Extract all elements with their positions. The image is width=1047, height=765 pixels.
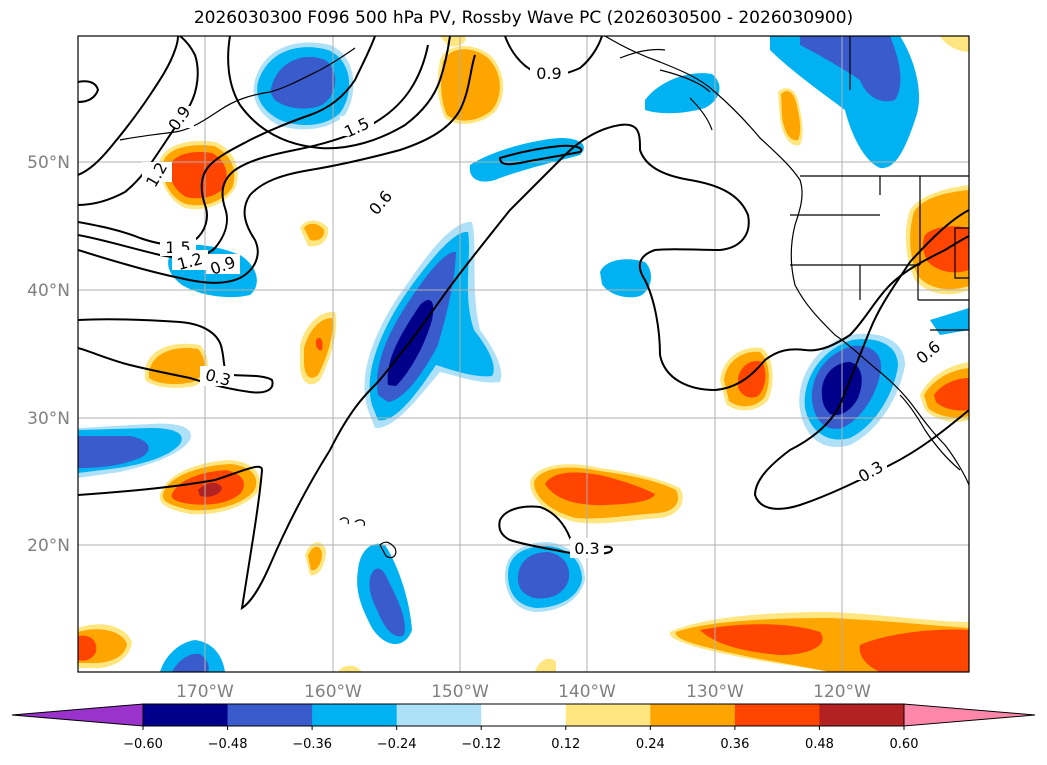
positive-anomaly-mid	[78, 36, 969, 672]
lon-label-150w: 150°W	[431, 682, 489, 702]
lon-label-140w: 140°W	[558, 682, 616, 702]
colorbar-tick-label: 0.36	[720, 737, 749, 752]
negative-anomaly-small	[160, 73, 969, 672]
positive-anomaly-south-east	[669, 612, 969, 672]
colorbar-tick-label: 0.24	[636, 737, 665, 752]
colorbar-segment	[481, 704, 567, 726]
lat-label-20n: 20°N	[27, 536, 70, 556]
colorbar-segment	[650, 704, 736, 726]
lat-label-30n: 30°N	[27, 409, 70, 429]
colorbar-segment	[227, 704, 313, 726]
negative-anomaly-west	[78, 423, 191, 478]
colorbar-segment	[819, 704, 905, 726]
colorbar-extend-low	[11, 703, 144, 727]
colorbar-tick-label: −0.36	[292, 737, 332, 752]
colorbar-extend-high	[903, 703, 1036, 727]
negative-anomaly-south-central	[505, 542, 585, 612]
colorbar-segment	[143, 704, 229, 726]
latitude-labels: 50°N 40°N 30°N 20°N	[27, 153, 70, 556]
lat-label-40n: 40°N	[27, 281, 70, 301]
contour-label-11: 0.3	[574, 539, 599, 558]
colorbar-segment	[734, 704, 820, 726]
colorbar-tick-label: −0.12	[461, 737, 501, 752]
lon-label-170w: 170°W	[176, 682, 234, 702]
longitude-labels: 170°W 160°W 150°W 140°W 130°W 120°W	[176, 682, 871, 702]
negative-anomaly-southwest	[357, 543, 412, 645]
colorbar-tick-label: 0.12	[551, 737, 580, 752]
positive-anomaly-east	[905, 185, 969, 422]
colorbar-tick-label: 0.60	[890, 737, 919, 752]
colorbar-tick-label: −0.24	[377, 737, 417, 752]
colorbar-segment	[565, 704, 651, 726]
colorbar-tick-label: −0.60	[123, 737, 163, 752]
colorbar-tick-label: −0.48	[208, 737, 248, 752]
colorbar-segment	[312, 704, 398, 726]
colorbar-tick-label: 0.48	[805, 737, 834, 752]
map-title: 2026030300 F096 500 hPa PV, Rossby Wave …	[193, 8, 854, 28]
lon-label-160w: 160°W	[304, 682, 362, 702]
lon-label-120w: 120°W	[813, 682, 871, 702]
positive-anomaly-north	[437, 45, 504, 124]
colorbar: −0.60 −0.48 −0.36 −0.24 −0.12 0.12 0.24 0.36 0.4…	[11, 703, 1036, 752]
positive-anomaly-subtropical	[530, 464, 683, 524]
negative-anomaly-central-pacific	[364, 221, 502, 429]
contour-label-0: 0.9	[536, 64, 561, 83]
colorbar-segment	[396, 704, 482, 726]
lon-label-130w: 130°W	[686, 682, 744, 702]
lat-label-50n: 50°N	[27, 153, 70, 173]
colorbar-border	[142, 703, 905, 727]
plot-border	[77, 35, 970, 673]
